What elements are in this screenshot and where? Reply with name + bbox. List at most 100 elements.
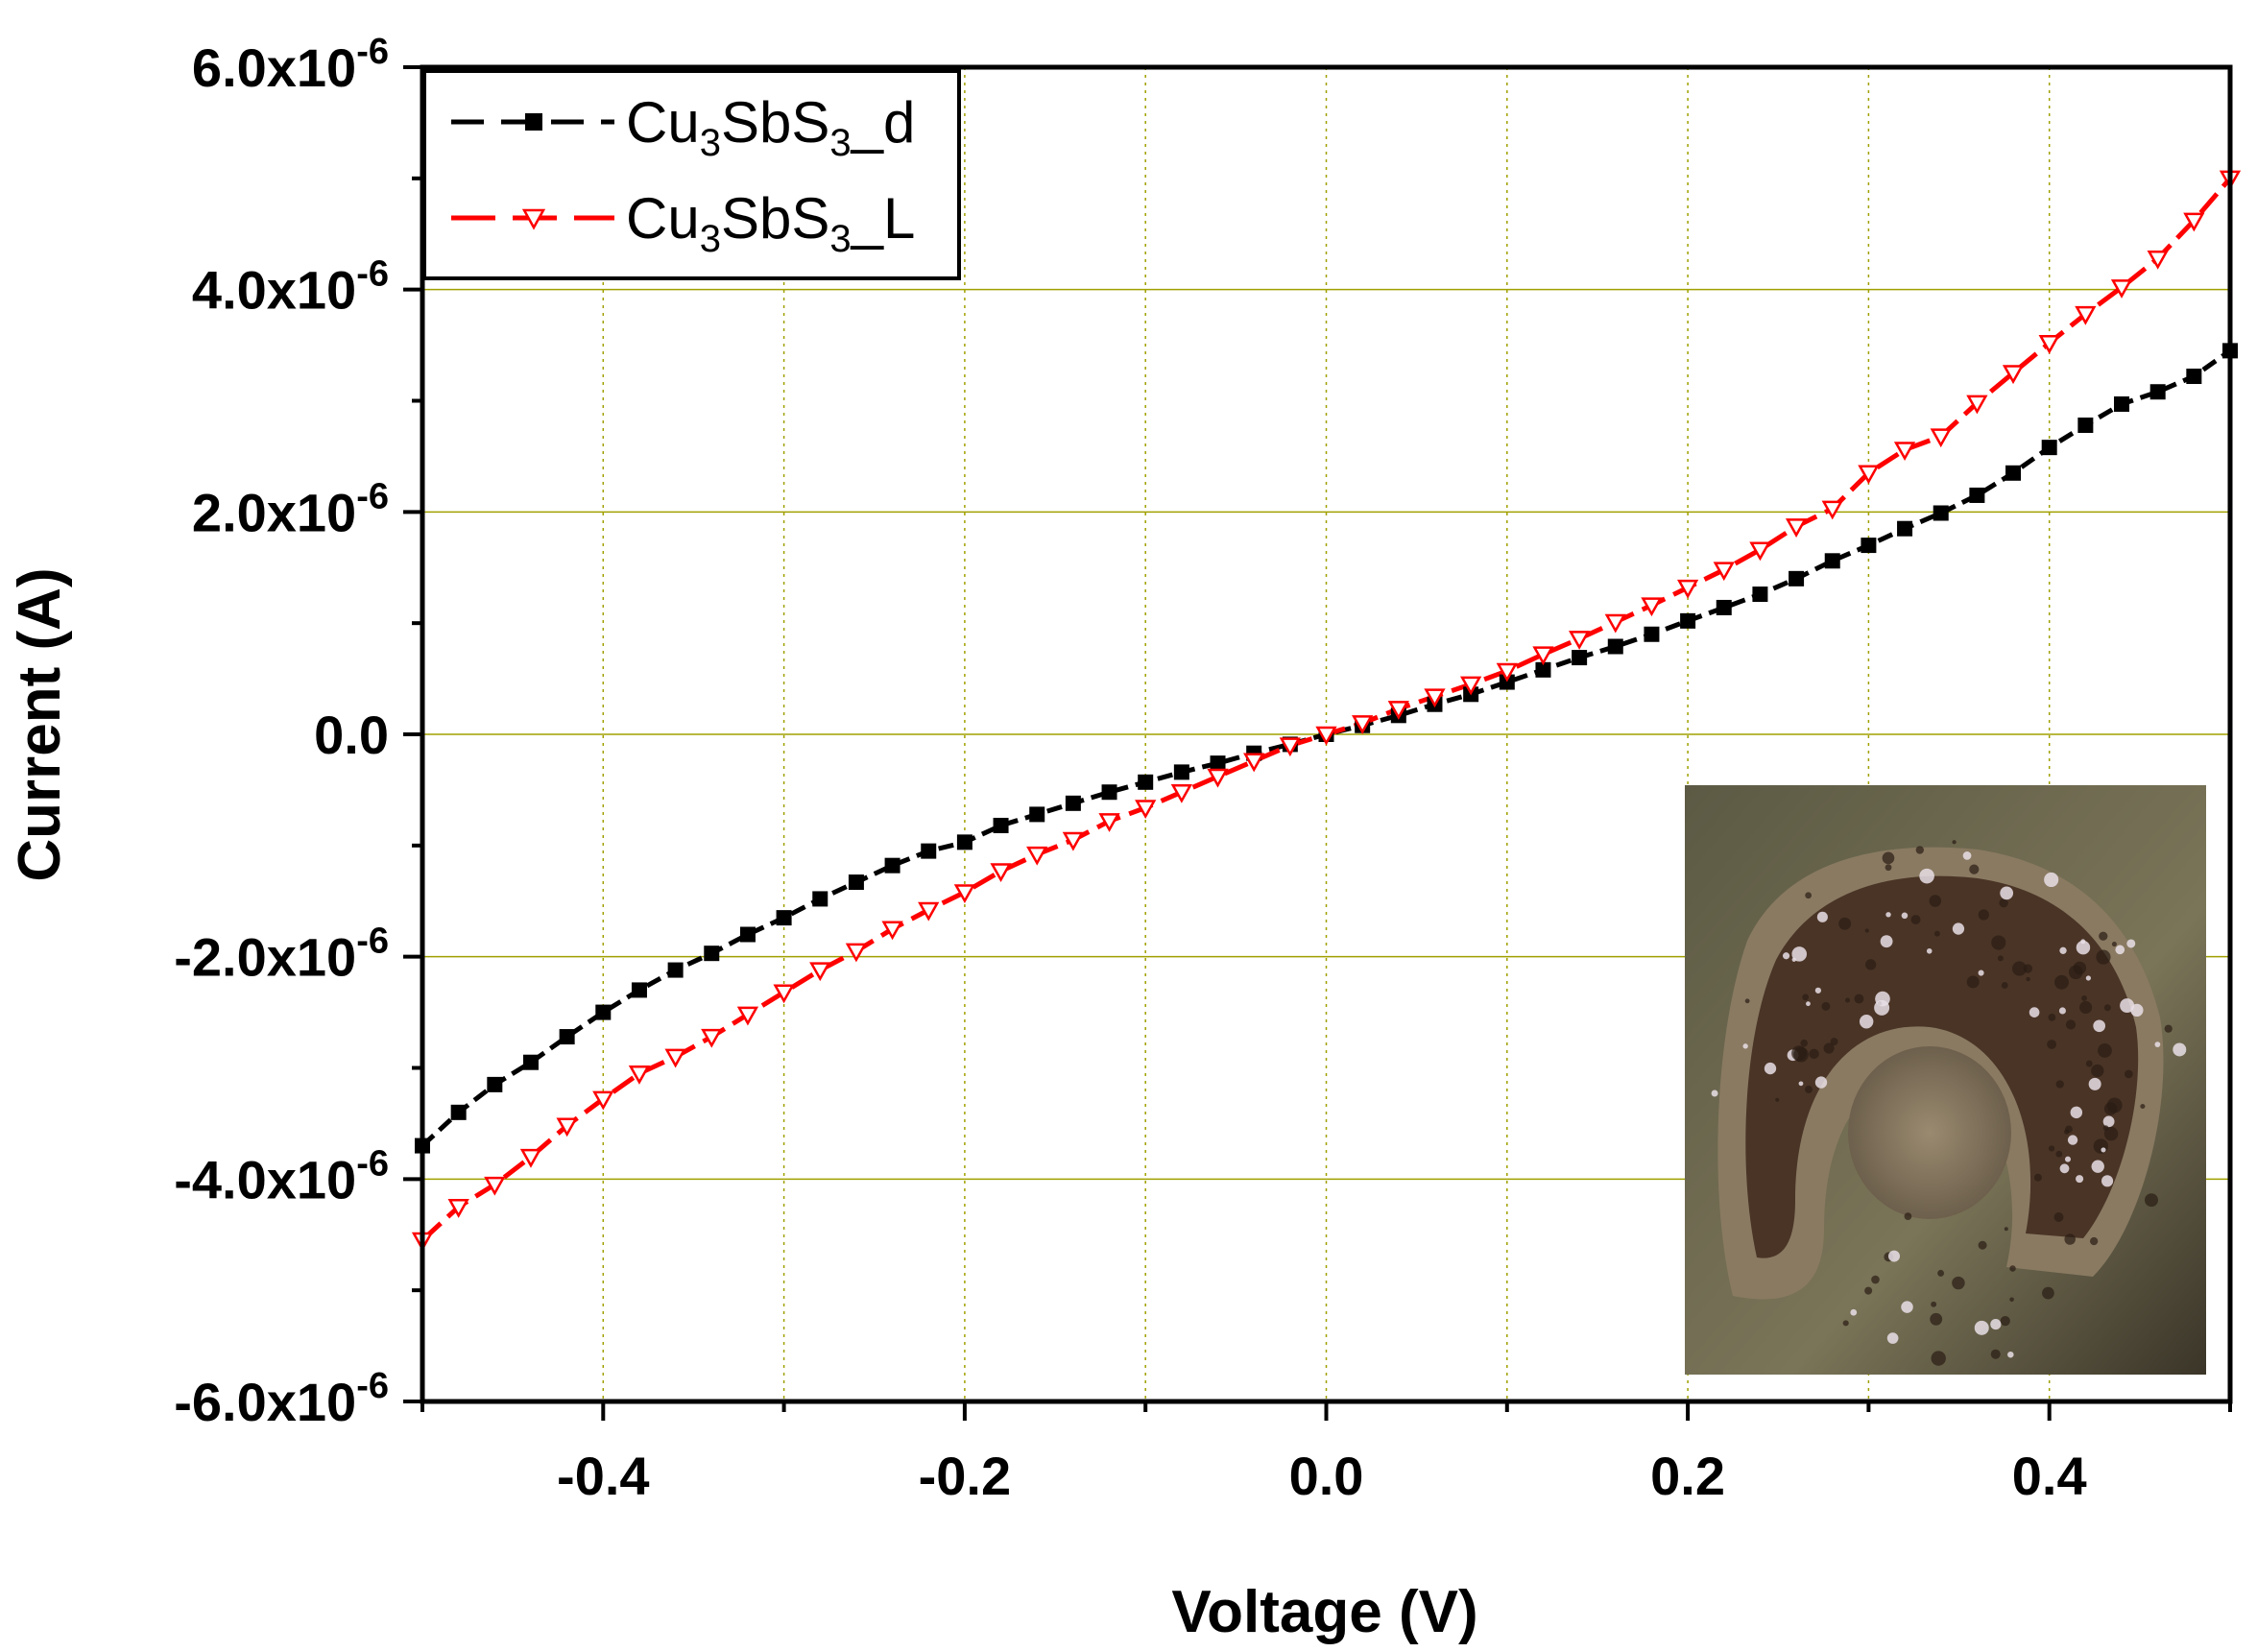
speckle: [1930, 1312, 1943, 1326]
data-point-0: [2041, 440, 2057, 456]
data-point-0: [595, 1004, 612, 1020]
data-point-0: [487, 1076, 503, 1092]
y-tick-label-base: 0.0: [314, 705, 389, 765]
data-point-1: [953, 884, 976, 904]
data-point-1: [1352, 715, 1374, 734]
data-point-1: [701, 1028, 723, 1048]
data-point-0: [1138, 774, 1154, 790]
speckle: [1929, 895, 1942, 907]
speckle: [1904, 1212, 1912, 1221]
speckle: [2065, 1125, 2073, 1134]
legend-marker-1: [521, 208, 546, 230]
speckle: [2009, 1297, 2014, 1303]
speckle: [1854, 994, 1864, 1004]
speckle: [2048, 1014, 2056, 1021]
speckle: [1962, 851, 1972, 860]
speckle: [2099, 931, 2108, 941]
data-point-0: [1101, 784, 1117, 801]
speckle: [2091, 1064, 2104, 1078]
data-point-0: [1644, 626, 1660, 642]
x-tick-label: -0.2: [919, 1446, 1012, 1506]
inset-inner-region: [1848, 1046, 2011, 1219]
speckle: [1880, 935, 1893, 948]
speckle: [1886, 1332, 1899, 1344]
speckle: [1814, 1076, 1828, 1089]
speckle: [1952, 1276, 1965, 1290]
data-point-1: [736, 1006, 759, 1026]
legend-subscript: 3: [829, 218, 851, 260]
data-point-1: [1604, 613, 1626, 634]
y-tick-label: 6.0x10-6: [192, 32, 389, 98]
speckle: [1775, 1097, 1780, 1102]
data-point-1: [1315, 726, 1337, 746]
data-point-0: [1499, 674, 1515, 690]
speckle: [2004, 1227, 2008, 1232]
speckle: [1844, 997, 1851, 1003]
speckle: [2076, 1175, 2084, 1184]
data-point-1: [2002, 365, 2025, 385]
data-point-1: [628, 1065, 651, 1085]
data-point-0: [2077, 417, 2094, 433]
data-point-1: [1279, 737, 1301, 757]
y-tick-label-exponent: -6: [356, 32, 389, 72]
speckle: [1888, 1250, 1900, 1262]
speckle: [2140, 1103, 2146, 1110]
speckle: [1874, 999, 1890, 1016]
data-point-0: [450, 1104, 467, 1120]
speckle: [2058, 1007, 2066, 1015]
speckle: [1969, 864, 1980, 874]
speckle: [1816, 911, 1828, 922]
speckle: [1991, 935, 2006, 950]
data-point-1: [1496, 662, 1518, 682]
speckle: [2033, 1173, 2042, 1182]
speckle: [2093, 1019, 2106, 1033]
speckle: [2042, 1286, 2054, 1300]
speckle: [1915, 846, 1924, 854]
y-tick-label-base: -6.0x10: [174, 1372, 356, 1432]
data-point-0: [921, 843, 937, 859]
speckle: [2103, 1004, 2111, 1012]
speckle: [1744, 998, 1750, 1004]
y-tick-label: 4.0x10-6: [192, 254, 389, 321]
speckle: [2145, 1193, 2158, 1208]
speckle: [2089, 1236, 2099, 1246]
data-point-1: [1062, 831, 1085, 851]
speckle: [2085, 1060, 2093, 1067]
speckle: [1978, 970, 1984, 976]
speckle: [1933, 930, 1940, 937]
legend-text-part: Cu: [626, 90, 700, 155]
x-tick-label: 0.0: [1289, 1446, 1364, 1506]
data-point-0: [559, 1029, 575, 1045]
speckle: [2065, 1019, 2077, 1030]
data-point-0: [2005, 465, 2022, 481]
speckle: [2026, 976, 2030, 982]
data-point-0: [1752, 587, 1768, 603]
speckle: [1838, 917, 1852, 930]
legend-subscript: 3: [700, 122, 721, 164]
speckle: [2007, 1351, 2014, 1358]
data-point-1: [809, 962, 831, 982]
legend-text-part: SbS: [721, 90, 829, 155]
speckle: [1974, 1320, 1989, 1335]
data-point-1: [1713, 562, 1735, 582]
speckle: [2053, 1212, 2064, 1222]
x-tick-label: -0.4: [557, 1446, 650, 1506]
speckle: [2154, 1041, 2161, 1047]
speckle: [1978, 909, 1989, 921]
data-point-1: [1641, 597, 1663, 617]
speckle: [2055, 1080, 2064, 1089]
data-point-0: [1173, 764, 1189, 780]
data-point-1: [556, 1117, 578, 1137]
data-point-1: [990, 863, 1012, 883]
speckle: [1798, 1081, 1804, 1087]
x-tick-label: 0.4: [2012, 1446, 2087, 1506]
legend-subscript: 3: [700, 218, 721, 260]
speckle: [1859, 1015, 1874, 1029]
data-point-1: [1749, 541, 1771, 562]
speckle: [2102, 1115, 2115, 1128]
speckle: [2059, 946, 2067, 954]
data-point-1: [1568, 631, 1591, 650]
x-tick-labels: -0.4 -0.2 0.0 0.2 0.4: [557, 1446, 2087, 1506]
